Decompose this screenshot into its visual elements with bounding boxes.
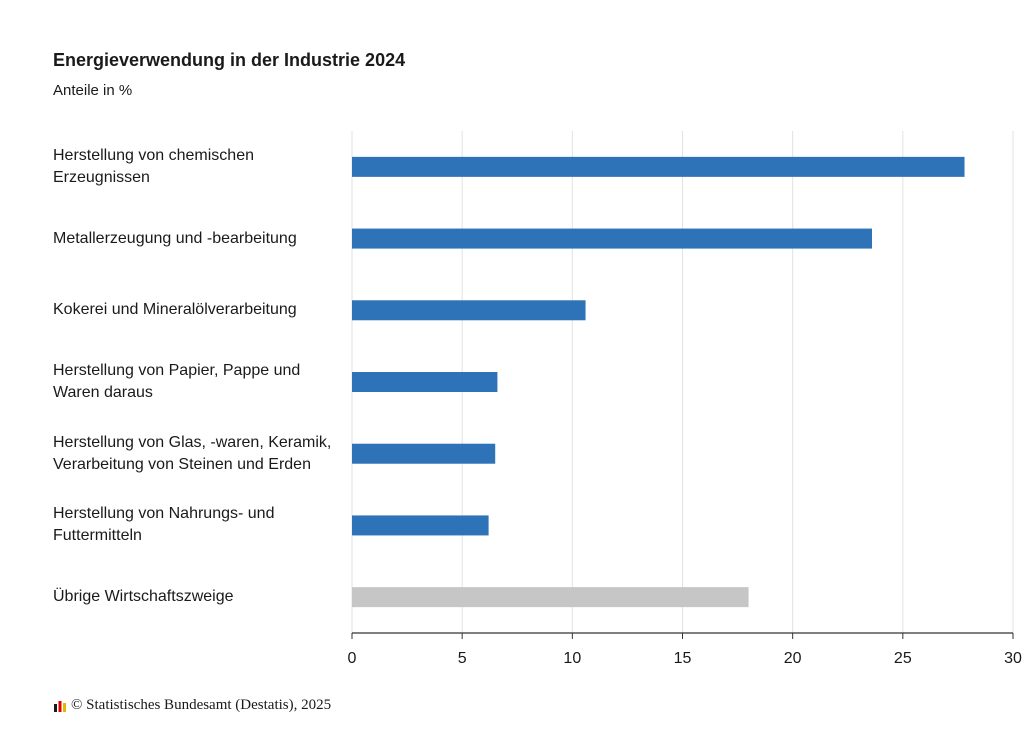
source-text: © Statistisches Bundesamt (Destatis), 20…	[71, 697, 332, 713]
x-tick-label: 15	[674, 650, 692, 667]
y-tick-label: Kokerei und Mineralölverarbeitung	[53, 301, 297, 319]
x-tick-label: 25	[894, 650, 912, 667]
bar	[352, 443, 496, 464]
chart-subtitle: Anteile in %	[53, 82, 133, 99]
x-tick-label: 30	[1004, 650, 1022, 667]
y-tick-label: Herstellung von chemischen Erzeugnissen	[53, 146, 254, 186]
bar	[352, 300, 586, 321]
y-tick-label: Metallerzeugung und -bearbeitung	[53, 229, 297, 247]
x-tick-label: 20	[784, 650, 802, 667]
y-tick-label: Herstellung von Papier, Pappe und Waren …	[53, 362, 301, 401]
y-tick-label: Herstellung von Glas, -waren, Keramik, V…	[53, 433, 332, 473]
bar	[352, 228, 872, 249]
bar	[352, 372, 498, 392]
y-tick-label: Übrige Wirtschaftszweige	[53, 588, 234, 606]
chart-title: Energieverwendung in der Industrie 2024	[53, 50, 406, 70]
bar	[352, 156, 965, 177]
x-tick-label: 5	[458, 650, 467, 667]
bar	[352, 515, 489, 536]
y-tick-label: Herstellung von Nahrungs- und Futtermitt…	[53, 505, 275, 545]
source: © Statistisches Bundesamt (Destatis), 20…	[53, 697, 331, 714]
x-tick-label: 0	[348, 650, 357, 667]
logo	[54, 700, 66, 712]
bar	[352, 587, 749, 608]
x-tick-label: 10	[563, 650, 581, 667]
